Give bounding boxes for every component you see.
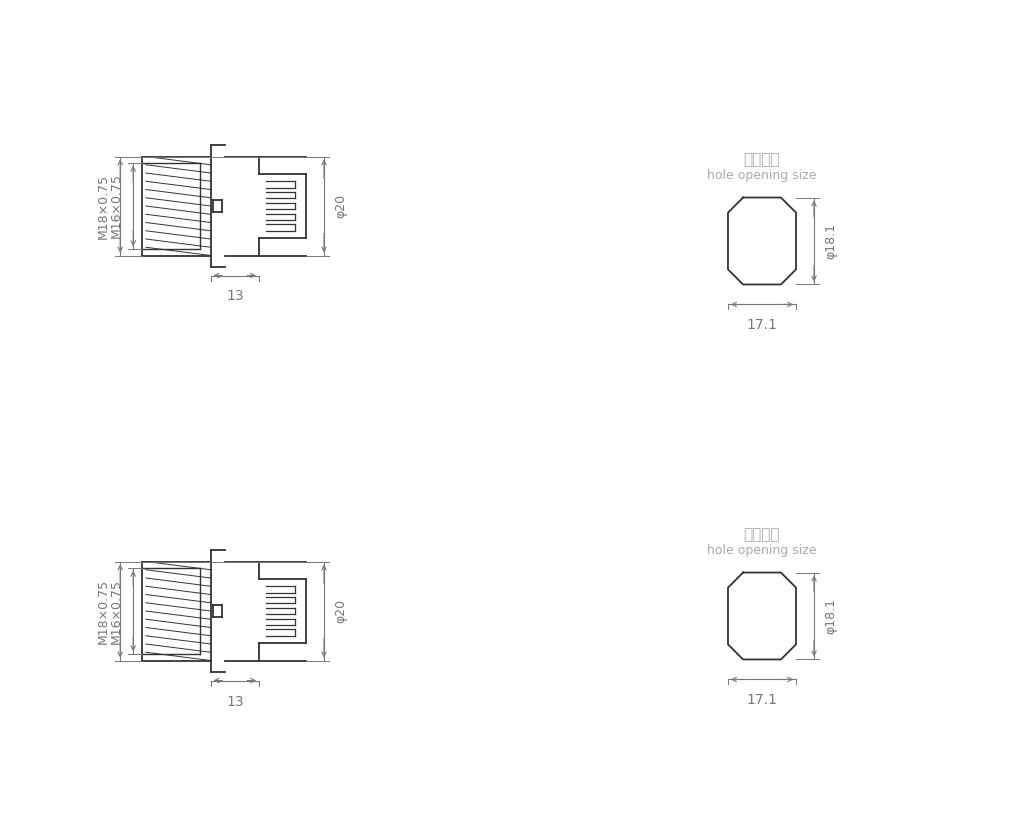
Text: M18×0.75: M18×0.75 [97,173,111,239]
Text: 开孔尺寸: 开孔尺寸 [743,527,780,542]
Text: hole opening size: hole opening size [708,169,817,182]
Text: φ18.1: φ18.1 [824,598,837,634]
Text: M16×0.75: M16×0.75 [111,578,123,643]
Text: hole opening size: hole opening size [708,544,817,557]
Text: M16×0.75: M16×0.75 [111,173,123,239]
Text: 17.1: 17.1 [746,694,777,708]
Text: 13: 13 [226,695,244,709]
Text: φ20: φ20 [334,194,347,218]
Text: 13: 13 [226,289,244,303]
Text: 17.1: 17.1 [746,319,777,333]
Text: 开孔尺寸: 开孔尺寸 [743,152,780,167]
Text: φ20: φ20 [334,599,347,623]
Text: φ18.1: φ18.1 [824,223,837,259]
Text: M18×0.75: M18×0.75 [97,578,111,643]
